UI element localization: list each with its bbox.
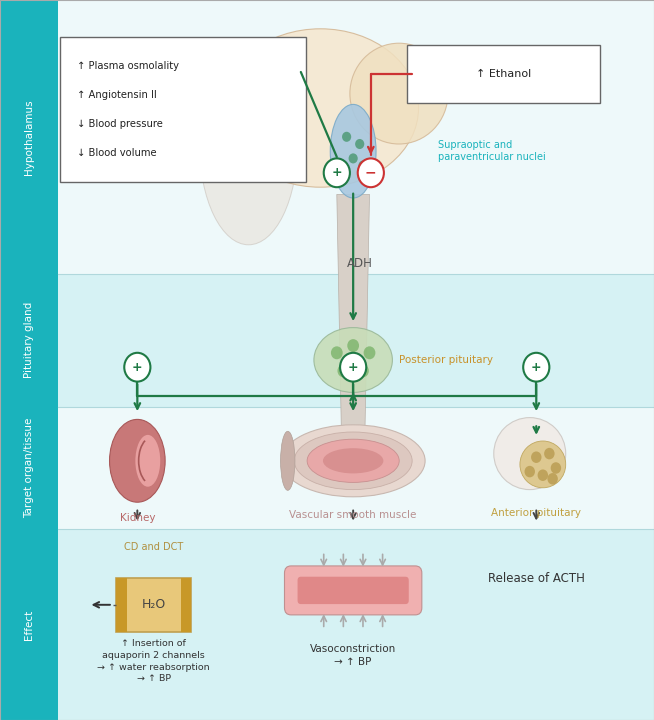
- Circle shape: [547, 473, 558, 485]
- Ellipse shape: [222, 29, 419, 187]
- Text: Target organ/tissue: Target organ/tissue: [24, 418, 34, 518]
- Circle shape: [337, 364, 349, 377]
- Ellipse shape: [294, 432, 412, 490]
- Ellipse shape: [494, 418, 566, 490]
- Ellipse shape: [330, 104, 376, 198]
- Circle shape: [531, 451, 542, 463]
- FancyBboxPatch shape: [58, 529, 654, 720]
- Ellipse shape: [135, 435, 160, 487]
- Circle shape: [525, 466, 535, 477]
- Circle shape: [349, 153, 358, 163]
- FancyBboxPatch shape: [58, 0, 654, 274]
- FancyBboxPatch shape: [0, 407, 58, 529]
- FancyBboxPatch shape: [0, 274, 58, 407]
- Text: CD and DCT: CD and DCT: [124, 542, 183, 552]
- Circle shape: [124, 353, 150, 382]
- Text: −: −: [365, 166, 377, 180]
- Text: Anterior pituitary: Anterior pituitary: [491, 508, 581, 518]
- Ellipse shape: [350, 43, 448, 144]
- Ellipse shape: [314, 328, 392, 392]
- Text: ↓ Blood volume: ↓ Blood volume: [77, 148, 157, 158]
- Ellipse shape: [110, 419, 165, 503]
- Circle shape: [523, 353, 549, 382]
- Text: +: +: [332, 166, 342, 179]
- Ellipse shape: [520, 441, 566, 488]
- FancyBboxPatch shape: [181, 577, 191, 632]
- Circle shape: [347, 339, 359, 352]
- Circle shape: [340, 353, 366, 382]
- Ellipse shape: [307, 439, 399, 482]
- Circle shape: [339, 161, 348, 171]
- Circle shape: [324, 158, 350, 187]
- Text: Kidney: Kidney: [120, 513, 155, 523]
- FancyBboxPatch shape: [58, 407, 654, 529]
- Text: Effect: Effect: [24, 609, 34, 640]
- Text: ADH: ADH: [347, 257, 373, 270]
- Text: ↑ Insertion of
aquaporin 2 channels
→ ↑ water reabsorption
→ ↑ BP: ↑ Insertion of aquaporin 2 channels → ↑ …: [97, 639, 210, 683]
- Circle shape: [357, 364, 369, 377]
- Circle shape: [544, 448, 555, 459]
- FancyBboxPatch shape: [0, 529, 58, 720]
- Text: ↑ Ethanol: ↑ Ethanol: [476, 69, 531, 78]
- Text: Posterior pituitary: Posterior pituitary: [399, 355, 493, 365]
- FancyBboxPatch shape: [298, 577, 409, 604]
- Circle shape: [538, 469, 548, 481]
- Text: ↑ Angiotensin II: ↑ Angiotensin II: [77, 90, 157, 100]
- Polygon shape: [337, 194, 370, 432]
- Circle shape: [358, 161, 368, 171]
- Circle shape: [358, 158, 384, 187]
- Text: ↓ Blood pressure: ↓ Blood pressure: [77, 119, 163, 129]
- Text: +: +: [531, 361, 542, 374]
- Circle shape: [331, 346, 343, 359]
- Text: Supraoptic and
paraventricular nuclei: Supraoptic and paraventricular nuclei: [438, 140, 546, 162]
- Text: H₂O: H₂O: [141, 598, 166, 611]
- Circle shape: [355, 139, 364, 149]
- Text: Vascular smooth muscle: Vascular smooth muscle: [290, 510, 417, 520]
- Text: Pituitary gland: Pituitary gland: [24, 302, 34, 378]
- FancyBboxPatch shape: [284, 566, 422, 615]
- Circle shape: [347, 354, 359, 366]
- Text: ↑ Plasma osmolality: ↑ Plasma osmolality: [77, 61, 179, 71]
- Ellipse shape: [281, 425, 425, 497]
- Circle shape: [551, 462, 561, 474]
- FancyBboxPatch shape: [116, 577, 127, 632]
- Circle shape: [342, 132, 351, 142]
- Text: +: +: [132, 361, 143, 374]
- Ellipse shape: [281, 431, 295, 490]
- FancyBboxPatch shape: [60, 37, 306, 182]
- Ellipse shape: [323, 448, 383, 474]
- Text: +: +: [348, 361, 358, 374]
- Ellipse shape: [199, 43, 298, 245]
- Text: Hypothalamus: Hypothalamus: [24, 99, 34, 175]
- Text: Vasoconstriction
→ ↑ BP: Vasoconstriction → ↑ BP: [310, 644, 396, 667]
- Circle shape: [364, 346, 375, 359]
- FancyBboxPatch shape: [0, 0, 58, 274]
- FancyBboxPatch shape: [116, 577, 191, 632]
- FancyBboxPatch shape: [58, 274, 654, 407]
- FancyBboxPatch shape: [407, 45, 600, 103]
- Text: Release of ACTH: Release of ACTH: [488, 572, 585, 585]
